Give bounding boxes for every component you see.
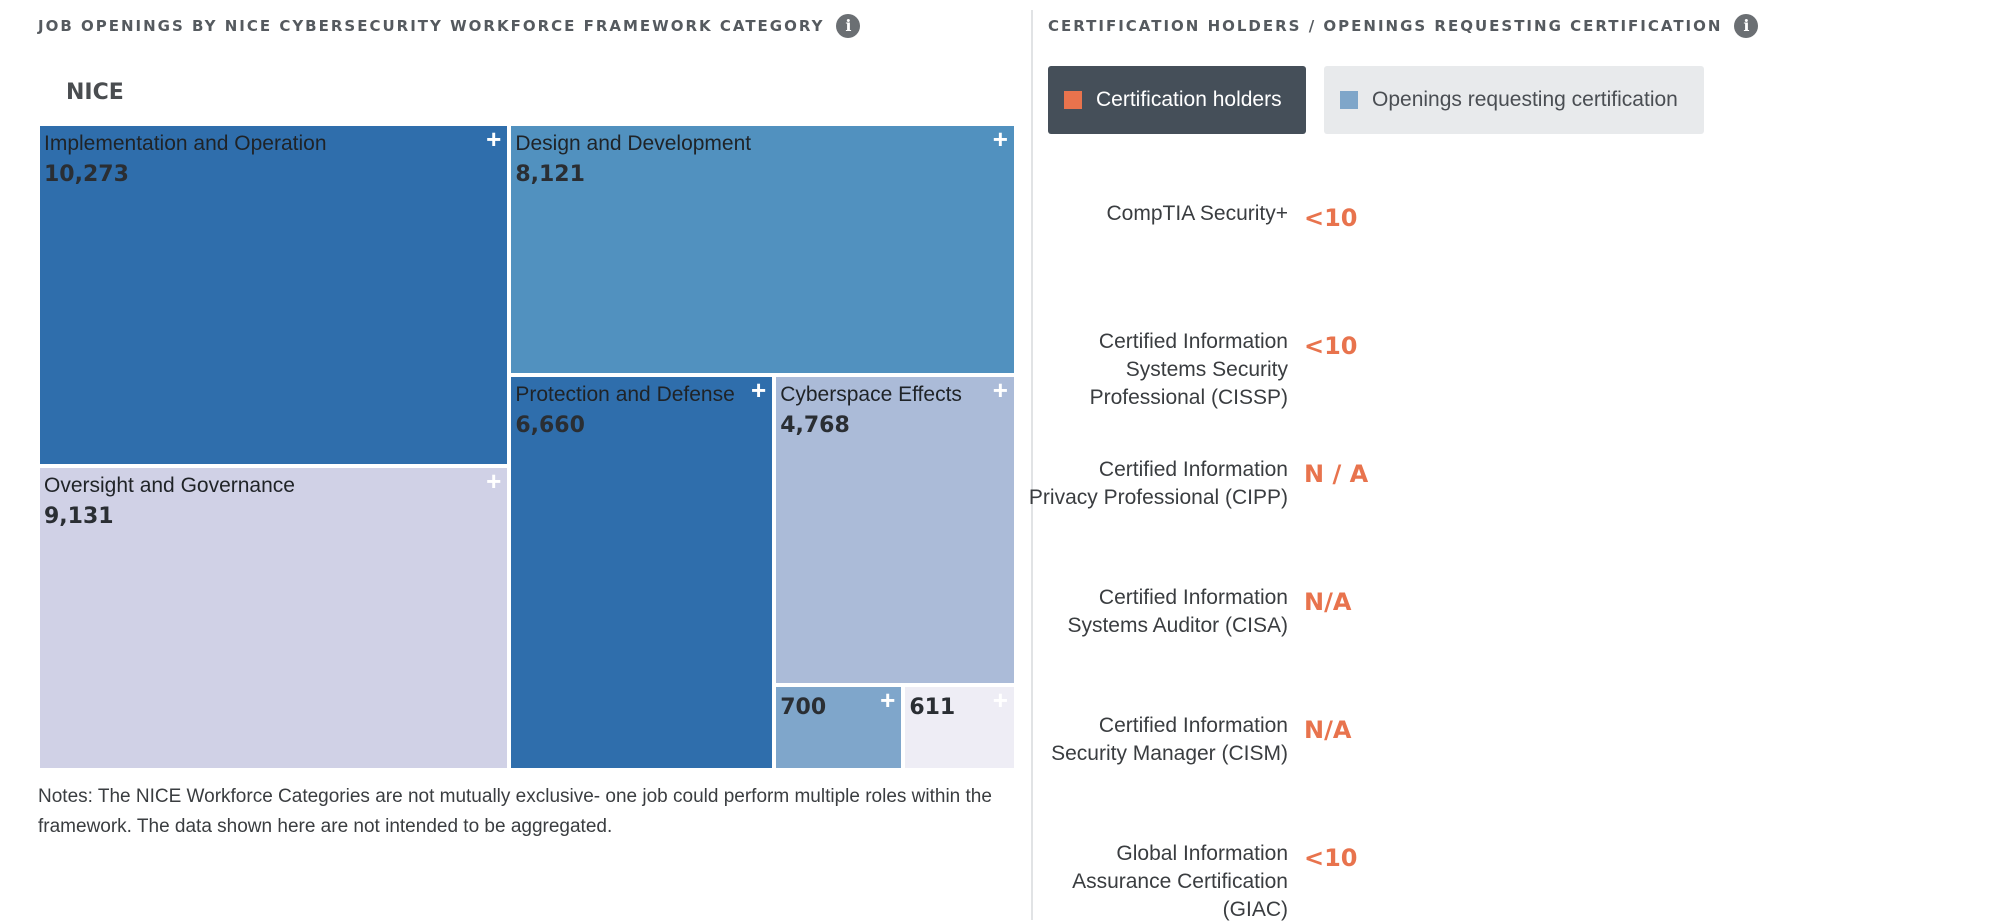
treemap-cell-implementation-and-operation[interactable]: Implementation and Operation 10,273 + [38,124,510,466]
treemap-root-label[interactable]: NICE [66,80,124,105]
cert-value-giac: <10 [1304,844,1358,872]
treemap-cell-value: 10,273 [44,162,129,187]
treemap-cell-value: 8,121 [515,162,585,187]
treemap-cell-label: Design and Development [515,132,752,155]
treemap-chart: Implementation and Operation 10,273 + Ov… [38,124,1016,770]
treemap-cell-oversight-and-governance[interactable]: Oversight and Governance 9,131 + [38,466,510,770]
expand-plus-icon[interactable]: + [992,375,1008,406]
expand-plus-icon[interactable]: + [486,124,502,154]
treemap-cell-label: Implementation and Operation [44,132,327,155]
treemap-notes: Notes: The NICE Workforce Categories are… [38,786,992,837]
treemap-cell-small-700[interactable]: 700 + [774,684,904,770]
treemap-cell-design-and-development[interactable]: Design and Development 8,121 + [509,124,1016,376]
expand-plus-icon[interactable]: + [751,375,767,406]
treemap-cell-value: 611 [909,694,956,720]
treemap-cell-value: 9,131 [44,504,114,529]
treemap-cell-small-611[interactable]: 611 + [903,684,1016,770]
panel-divider [1031,10,1033,920]
treemap-cell-value: 700 [780,694,827,720]
cert-label-giac: Global Information Assurance Certificati… [1072,842,1288,921]
cert-label-cissp: Certified Information Systems Security P… [1089,330,1288,409]
cert-value-cism: N/A [1304,716,1352,744]
expand-plus-icon[interactable]: + [992,684,1008,715]
certification-title-text: CERTIFICATION HOLDERS / OPENINGS REQUEST… [1048,17,1723,35]
treemap-cell-label: Cyberspace Effects [780,383,962,407]
openings-requesting-swatch [1340,91,1358,109]
cert-label-comptia-security-plus: CompTIA Security+ [1106,202,1288,225]
expand-plus-icon[interactable]: + [880,684,896,715]
treemap-cell-cyberspace-effects[interactable]: Cyberspace Effects 4,768 + [774,375,1016,685]
info-icon[interactable]: i [1734,14,1759,38]
treemap-panel-title: JOB OPENINGS BY NICE CYBERSECURITY WORKF… [38,14,861,38]
certification-holders-swatch [1064,91,1082,109]
expand-plus-icon[interactable]: + [992,124,1008,154]
cert-value-comptia-security-plus: <10 [1304,204,1358,232]
cert-label-cisa: Certified Information Systems Auditor (C… [1067,586,1288,637]
openings-requesting-certification-toggle[interactable]: Openings requesting certification [1324,66,1704,134]
cert-label-cipp: Certified Information Privacy Profession… [1028,458,1288,509]
expand-plus-icon[interactable]: + [486,466,502,496]
treemap-cell-value: 6,660 [515,413,585,439]
cert-value-cisa: N/A [1304,588,1352,616]
treemap-cell-value: 4,768 [780,413,850,439]
certification-panel-title: CERTIFICATION HOLDERS / OPENINGS REQUEST… [1048,14,1759,38]
treemap-cell-label: Protection and Defense [515,383,735,407]
cert-label-cism: Certified Information Security Manager (… [1051,714,1288,765]
treemap-cell-protection-and-defense[interactable]: Protection and Defense 6,660 + [509,375,775,770]
treemap-cell-label: Oversight and Governance [44,474,295,497]
info-icon[interactable]: i [836,14,861,38]
treemap-title-text: JOB OPENINGS BY NICE CYBERSECURITY WORKF… [38,17,825,35]
cert-value-cipp: N / A [1304,460,1369,488]
cert-value-cissp: <10 [1304,332,1358,360]
certification-holders-toggle[interactable]: Certification holders [1048,66,1306,134]
certification-holders-label: Certification holders [1096,88,1282,111]
openings-requesting-label: Openings requesting certification [1372,88,1678,111]
